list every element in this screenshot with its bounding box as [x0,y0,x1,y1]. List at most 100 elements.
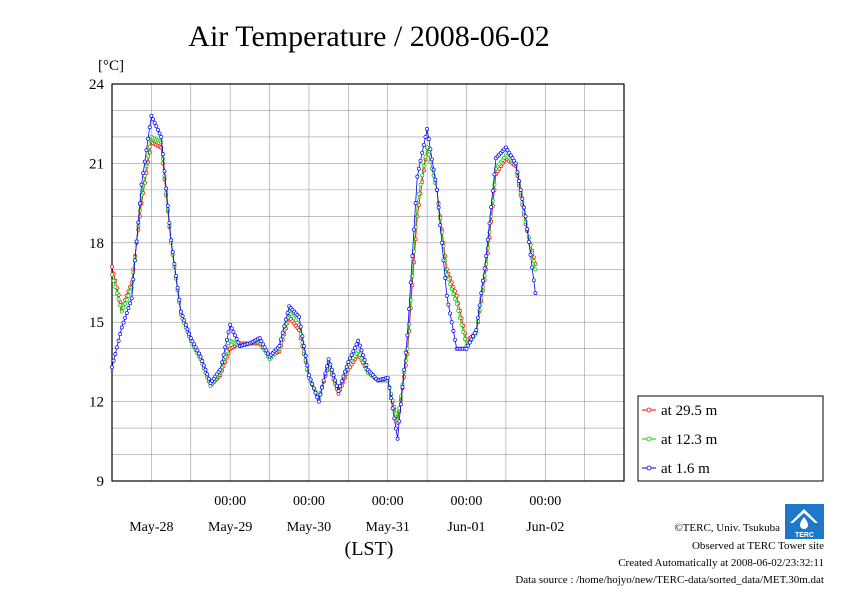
data-point [192,342,197,347]
data-point [236,340,241,345]
data-point [341,374,346,379]
data-point [398,402,403,407]
data-point [517,179,521,183]
x-time-label: 00:00 [372,494,404,509]
data-point [159,140,164,145]
data-point [421,164,426,168]
data-point [418,158,423,163]
data-point [425,145,430,150]
footer-observed: Observed at TERC Tower site [692,540,824,552]
data-point [110,272,114,277]
data-point [530,265,535,270]
data-point [423,134,428,139]
data-point [362,358,367,363]
data-point [195,348,200,353]
data-point [119,309,124,314]
data-point [439,240,444,245]
x-time-label: 00:00 [451,494,483,509]
data-point [438,223,443,228]
legend-label: at 1.6 m [661,461,710,477]
data-point [334,383,339,388]
data-point [454,293,459,298]
data-point [316,399,321,404]
y-tick-label: 24 [89,77,105,93]
data-point [114,345,119,350]
data-point [229,326,234,331]
data-point [320,385,325,390]
data-point [262,345,267,350]
data-point [430,157,434,162]
data-point [477,307,482,312]
data-point [403,350,408,355]
data-point [279,337,283,342]
data-point [448,311,453,316]
data-point [174,273,178,278]
y-tick-labels: 9 12 15 18 21 24 [89,77,105,490]
data-point [441,258,446,263]
data-point [226,344,231,348]
data-point [338,384,343,389]
data-point [203,367,208,372]
x-time-label: 00:00 [293,494,325,509]
legend: at 29.5 m at 12.3 m at 1.6 m [637,395,824,482]
data-point [531,259,536,264]
data-point [364,363,369,367]
data-point [393,426,398,431]
plot-frame [111,83,625,482]
data-point [395,436,400,441]
data-point [169,238,174,243]
data-point [303,353,308,358]
footer: ©TERC, Univ. Tsukuba Observed at TERC To… [515,522,824,586]
data-point [352,345,357,350]
terc-logo: TERC [784,503,825,540]
data-point [349,352,354,357]
data-point [172,262,177,266]
data-point [121,305,126,310]
y-tick-label: 12 [89,395,104,411]
data-point [221,352,226,357]
data-point [431,167,436,172]
data-point [451,292,456,296]
data-point [462,337,467,341]
data-point [415,174,420,179]
data-point [457,315,462,320]
data-point [175,285,180,290]
data-point [443,276,448,281]
data-point [128,289,133,294]
data-point [449,287,454,292]
data-point [282,324,287,329]
data-point [533,291,538,296]
data-point [416,191,421,196]
data-point [118,303,123,308]
y-tick-label: 18 [89,236,104,252]
data-point [359,356,364,361]
data-point [302,344,306,348]
y-tick-label: 9 [97,474,105,490]
data-point [444,272,449,277]
data-point [156,127,160,132]
data-point [154,124,159,129]
data-point [446,277,451,282]
data-point [141,171,146,176]
data-point [311,386,316,391]
data-point [310,382,315,386]
data-point [344,364,349,369]
data-point [453,296,457,301]
data-point [410,254,415,258]
data-point [469,337,474,342]
data-point [490,188,495,193]
data-point [261,342,265,347]
data-point [484,254,489,258]
data-point [412,227,416,232]
data-point [461,329,466,334]
data-point [223,345,228,350]
data-point [178,309,183,314]
data-point [151,117,155,122]
data-point [436,205,441,210]
footer-created: Created Automatically at 2008-06-02/23:3… [618,557,824,569]
data-point [480,278,485,283]
data-point [146,136,151,141]
data-point [356,338,361,343]
x-date-label: Jun-02 [526,520,564,535]
data-point [400,385,405,389]
